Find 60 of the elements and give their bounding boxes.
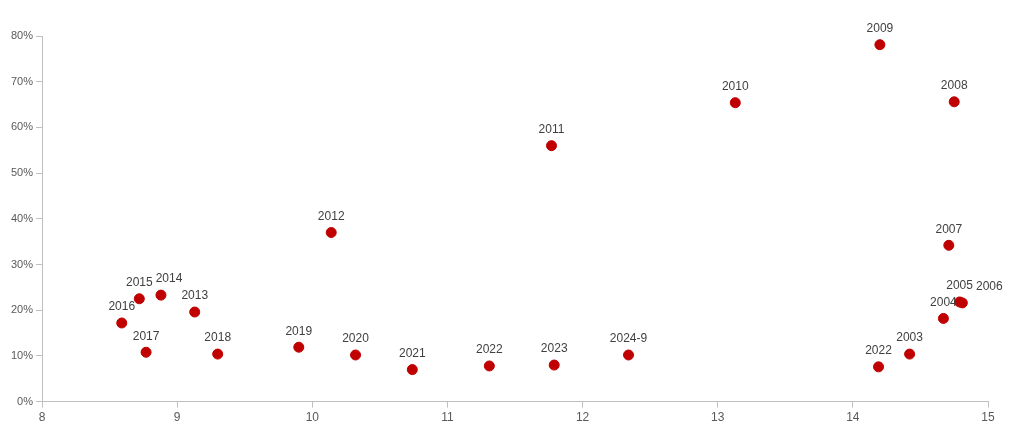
- annotation: 2010: [721, 79, 749, 94]
- y-tick-label: 60%: [10, 120, 34, 133]
- annotation: 2023: [540, 341, 568, 356]
- point: [293, 341, 305, 353]
- y-tick-label: 50%: [10, 166, 34, 179]
- annotation: 2019: [285, 323, 313, 338]
- annotation: 2020: [342, 331, 370, 346]
- point: [874, 39, 886, 51]
- annotation: 2014: [155, 271, 183, 286]
- point: [406, 364, 418, 376]
- annotation: 2013: [181, 288, 209, 303]
- point: [937, 312, 949, 324]
- x-tick-label: 9: [173, 410, 181, 425]
- annotation: 2006: [975, 279, 1003, 294]
- point: [948, 96, 960, 108]
- annotation: 2022: [475, 342, 503, 357]
- point: [212, 348, 224, 360]
- point: [548, 359, 560, 371]
- annotation: 2017: [132, 328, 160, 343]
- annotation: 2007: [935, 221, 963, 236]
- point: [189, 306, 201, 318]
- point: [155, 289, 167, 301]
- x-tick-label: 14: [846, 410, 860, 425]
- annotation: 2021: [398, 345, 426, 360]
- annotation: 2005: [946, 278, 974, 293]
- x-tick-label: 15: [981, 410, 995, 425]
- x-tick-label: 12: [575, 410, 590, 425]
- point: [623, 349, 635, 361]
- annotation: 2009: [866, 21, 894, 35]
- annotation: 2015: [125, 275, 153, 290]
- y-tick-label: 80%: [10, 29, 34, 42]
- annotation: 2012: [317, 208, 345, 223]
- x-tick-label: 8: [38, 410, 46, 425]
- point: [483, 360, 495, 372]
- annotation: 2008: [940, 78, 968, 93]
- point: [133, 293, 145, 305]
- point: [904, 348, 916, 360]
- point: [140, 346, 152, 358]
- y-tick-label: 20%: [10, 303, 34, 316]
- point: [943, 239, 955, 251]
- y-tick-label: 10%: [10, 348, 34, 361]
- y-tick-label: 40%: [10, 211, 34, 224]
- annotation: 2018: [204, 330, 232, 345]
- point: [350, 349, 362, 361]
- annotation: 2011: [538, 121, 565, 136]
- y-tick-label: 30%: [10, 257, 34, 270]
- point: [116, 317, 128, 329]
- annotation: 2003: [896, 330, 924, 345]
- point: [546, 140, 557, 152]
- annotation: 2024-9: [609, 331, 648, 346]
- annotation: 2016: [108, 299, 136, 314]
- annotation: 2022: [865, 343, 893, 358]
- x-tick-label: 11: [441, 410, 454, 425]
- x-tick-label: 10: [305, 410, 320, 425]
- point: [325, 227, 337, 239]
- y-tick-label: 0%: [17, 394, 34, 407]
- x-tick-label: 13: [711, 410, 725, 425]
- point: [873, 361, 885, 373]
- y-tick-label: 70%: [10, 74, 34, 87]
- point: [729, 97, 741, 109]
